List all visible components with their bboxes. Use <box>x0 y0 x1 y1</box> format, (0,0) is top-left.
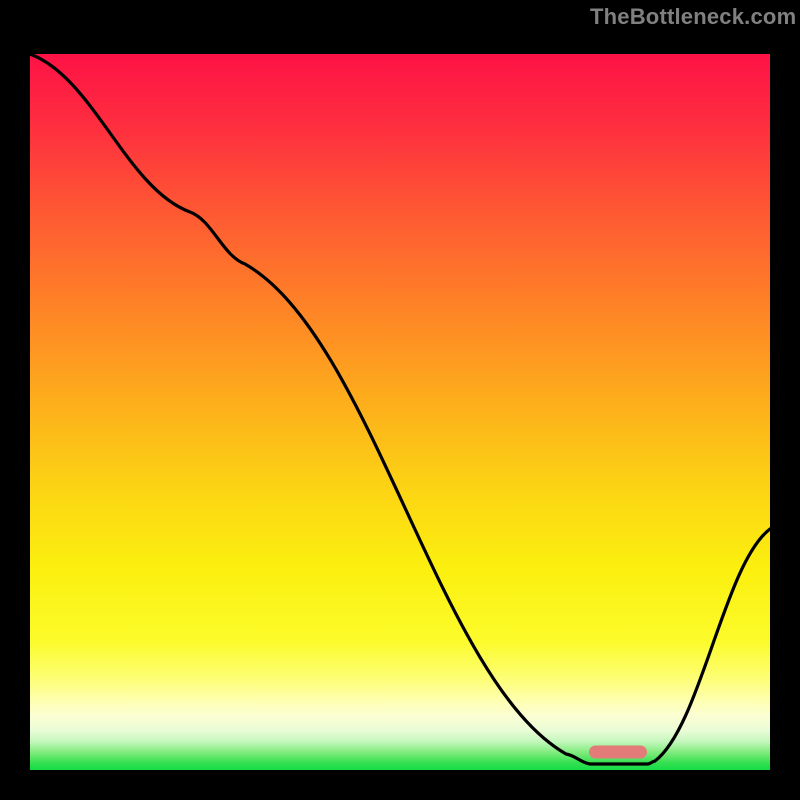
watermark-text: TheBottleneck.com <box>590 4 796 30</box>
optimal-range-marker <box>589 746 647 759</box>
gradient-background <box>30 54 770 770</box>
plot-area <box>30 54 770 770</box>
bottleneck-chart <box>0 0 800 800</box>
